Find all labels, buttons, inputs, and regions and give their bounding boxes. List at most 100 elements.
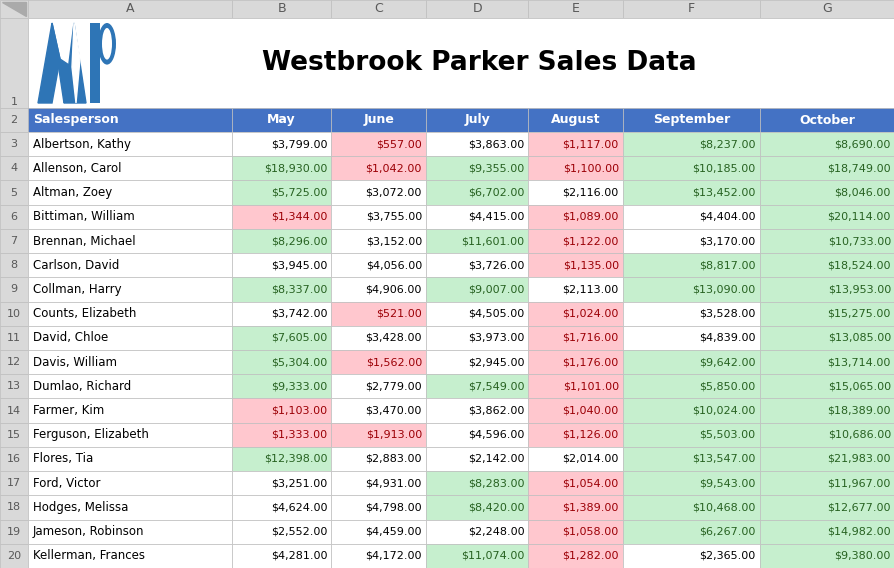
Bar — [622, 108, 759, 132]
Text: $3,072.00: $3,072.00 — [365, 187, 421, 198]
Text: Farmer, Kim: Farmer, Kim — [33, 404, 104, 417]
Text: $9,355.00: $9,355.00 — [468, 164, 524, 173]
Bar — [622, 156, 759, 181]
Text: $9,543.00: $9,543.00 — [698, 478, 755, 488]
Bar — [527, 229, 622, 253]
Bar — [331, 156, 426, 181]
Bar — [28, 350, 232, 374]
Text: $4,624.00: $4,624.00 — [271, 503, 327, 512]
Bar — [527, 204, 622, 229]
Bar — [331, 326, 426, 350]
Text: $3,726.00: $3,726.00 — [468, 260, 524, 270]
Bar — [527, 326, 622, 350]
Text: 16: 16 — [7, 454, 21, 464]
Bar — [28, 132, 232, 156]
Bar — [331, 204, 426, 229]
Bar — [527, 132, 622, 156]
Text: $4,931.00: $4,931.00 — [365, 478, 421, 488]
Text: $3,862.00: $3,862.00 — [468, 406, 524, 416]
Text: Ford, Victor: Ford, Victor — [33, 477, 100, 490]
Polygon shape — [72, 23, 80, 103]
Text: E: E — [571, 2, 578, 15]
Bar — [331, 350, 426, 374]
Bar — [759, 229, 894, 253]
Bar — [232, 398, 331, 423]
Text: Kellerman, Frances: Kellerman, Frances — [33, 549, 145, 562]
Text: $3,152.00: $3,152.00 — [366, 236, 421, 246]
Text: $9,380.00: $9,380.00 — [834, 551, 890, 561]
Polygon shape — [2, 2, 26, 16]
Text: $1,089.00: $1,089.00 — [561, 212, 618, 222]
Bar — [622, 253, 759, 277]
Text: $1,054.00: $1,054.00 — [562, 478, 618, 488]
Text: $2,248.00: $2,248.00 — [467, 527, 524, 537]
Bar — [331, 108, 426, 132]
Bar — [527, 277, 622, 302]
Text: $2,116.00: $2,116.00 — [562, 187, 618, 198]
Bar — [28, 108, 232, 132]
Text: Counts, Elizabeth: Counts, Elizabeth — [33, 307, 136, 320]
Bar — [622, 544, 759, 568]
Text: 7: 7 — [11, 236, 18, 246]
Text: $18,930.00: $18,930.00 — [264, 164, 327, 173]
Text: $5,725.00: $5,725.00 — [271, 187, 327, 198]
Text: May: May — [267, 114, 296, 127]
Text: $7,605.00: $7,605.00 — [271, 333, 327, 343]
Text: $1,913.00: $1,913.00 — [366, 430, 421, 440]
Bar — [232, 326, 331, 350]
Bar — [0, 374, 28, 398]
Text: 1: 1 — [11, 97, 18, 107]
Bar — [759, 423, 894, 447]
Bar — [622, 229, 759, 253]
Text: B: B — [277, 2, 285, 15]
Text: $3,945.00: $3,945.00 — [271, 260, 327, 270]
Bar — [28, 229, 232, 253]
Text: 6: 6 — [11, 212, 18, 222]
Bar — [759, 302, 894, 326]
Text: $10,686.00: $10,686.00 — [827, 430, 890, 440]
Text: 18: 18 — [7, 503, 21, 512]
Bar — [331, 398, 426, 423]
Text: D: D — [472, 2, 481, 15]
Bar — [232, 374, 331, 398]
Text: 17: 17 — [7, 478, 21, 488]
Bar — [232, 229, 331, 253]
Text: $6,702.00: $6,702.00 — [468, 187, 524, 198]
Bar — [232, 520, 331, 544]
Bar — [426, 423, 527, 447]
Bar — [622, 132, 759, 156]
Text: Brennan, Michael: Brennan, Michael — [33, 235, 136, 248]
Bar — [331, 544, 426, 568]
Bar — [331, 181, 426, 204]
Text: $8,046.00: $8,046.00 — [834, 187, 890, 198]
Text: $10,185.00: $10,185.00 — [692, 164, 755, 173]
Bar — [426, 277, 527, 302]
Bar — [232, 447, 331, 471]
Text: 2: 2 — [11, 115, 18, 125]
Text: $2,945.00: $2,945.00 — [468, 357, 524, 367]
Bar — [426, 302, 527, 326]
Text: $4,459.00: $4,459.00 — [365, 527, 421, 537]
Bar — [0, 544, 28, 568]
Text: $3,251.00: $3,251.00 — [271, 478, 327, 488]
Text: $21,983.00: $21,983.00 — [827, 454, 890, 464]
Bar — [527, 350, 622, 374]
Text: $13,547.00: $13,547.00 — [692, 454, 755, 464]
Bar — [232, 132, 331, 156]
Text: $521.00: $521.00 — [375, 308, 421, 319]
Bar — [759, 132, 894, 156]
Bar — [527, 471, 622, 495]
Bar — [426, 471, 527, 495]
Bar — [759, 495, 894, 520]
Bar — [426, 204, 527, 229]
Bar — [426, 495, 527, 520]
Bar — [527, 0, 622, 18]
Text: $3,973.00: $3,973.00 — [468, 333, 524, 343]
Bar — [0, 520, 28, 544]
Bar — [426, 108, 527, 132]
Text: 9: 9 — [11, 285, 18, 294]
Text: $5,304.00: $5,304.00 — [271, 357, 327, 367]
Bar — [0, 277, 28, 302]
Bar — [622, 204, 759, 229]
Bar — [28, 374, 232, 398]
